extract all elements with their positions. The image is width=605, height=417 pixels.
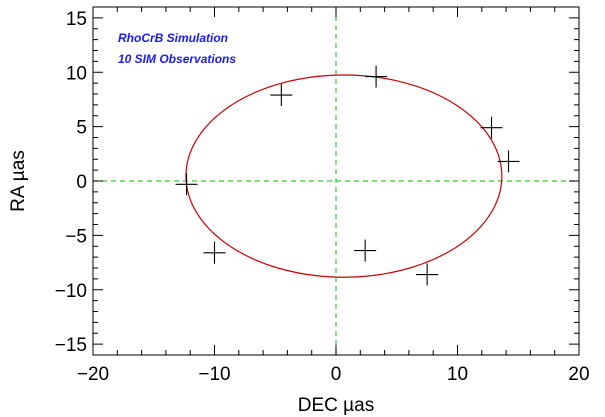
- x-tick-label: −20: [77, 364, 109, 385]
- data-point: [175, 173, 198, 196]
- x-tick-label: 10: [447, 364, 468, 385]
- annotation-subtitle: 10 SIM Observations: [118, 52, 236, 66]
- data-point: [354, 239, 377, 262]
- tick-labels: −20 −10 0 10 20 −15 −10 −5 0 5 10 15: [55, 9, 590, 385]
- y-tick-label: −5: [65, 226, 87, 247]
- x-tick-label: 0: [331, 364, 342, 385]
- orbit-ellipse: [185, 74, 503, 278]
- data-point: [497, 150, 520, 173]
- y-tick-label: −10: [55, 281, 87, 302]
- data-point: [480, 116, 503, 139]
- axis-ticks: [92, 6, 580, 356]
- y-tick-label: 5: [76, 118, 87, 139]
- y-axis-title: RA µas: [8, 150, 29, 212]
- points-layer: [175, 65, 520, 286]
- annotation-title: RhoCrB Simulation: [118, 31, 228, 45]
- data-point: [203, 241, 226, 264]
- data-point: [270, 84, 293, 107]
- x-tick-label: −10: [198, 364, 230, 385]
- orbit-layer: [185, 74, 503, 278]
- y-tick-label: −15: [55, 335, 87, 356]
- data-point: [416, 263, 439, 286]
- zero-lines: [93, 7, 579, 355]
- data-point: [365, 65, 388, 88]
- y-tick-label: 0: [76, 172, 87, 193]
- x-axis-title: DEC µas: [298, 395, 374, 416]
- y-tick-label: 15: [66, 9, 87, 30]
- y-tick-label: 10: [66, 63, 87, 84]
- x-tick-label: 20: [568, 364, 589, 385]
